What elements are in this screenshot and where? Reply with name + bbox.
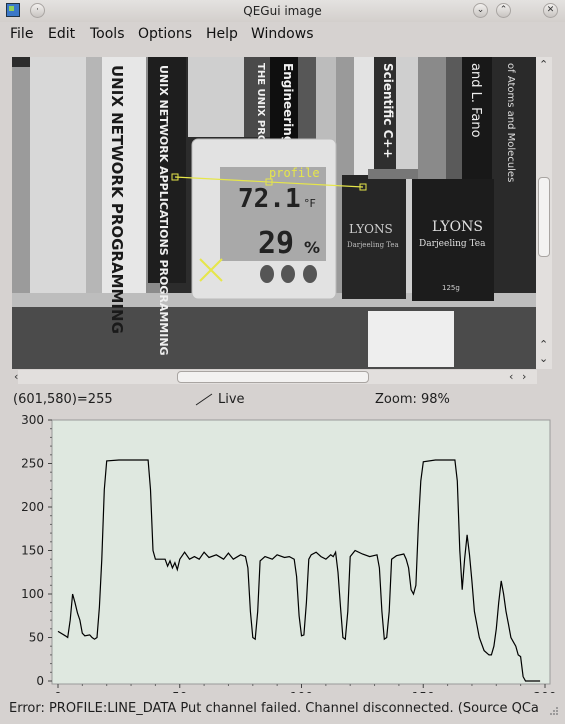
app-icon[interactable] [6, 3, 20, 17]
temp-reading: 72.1 [238, 184, 301, 214]
menu-windows[interactable]: Windows [251, 26, 314, 42]
resize-grip-icon[interactable] [548, 705, 559, 716]
horizontal-scroll-thumb[interactable] [177, 371, 369, 383]
book-title-1: UNIX NETWORK PROGRAMMING [108, 65, 126, 334]
y-tick-label: 100 [21, 587, 44, 601]
menu-tools[interactable]: Tools [90, 26, 125, 42]
scroll-left-icon[interactable]: ‹ [14, 370, 19, 383]
mode-label: Live [218, 392, 245, 407]
close-button[interactable]: ✕ [543, 3, 558, 18]
x-tick-label: 50 [172, 690, 187, 693]
window-title: QEGui image [243, 4, 322, 18]
vertical-scroll-thumb[interactable] [538, 177, 550, 257]
book-title-5: Scientific C++ [381, 63, 395, 159]
zoom-label: Zoom: 98% [375, 392, 450, 407]
line-icon [194, 391, 214, 407]
x-tick-label: 200 [534, 690, 555, 693]
y-tick-label: 0 [36, 674, 44, 688]
scroll-left-icon-2[interactable]: ‹ [509, 370, 514, 383]
scroll-up-icon[interactable]: ⌃ [539, 58, 549, 71]
vertical-scrollbar[interactable]: ⌃ ⌃ ⌄ [536, 57, 552, 369]
y-tick-label: 300 [21, 413, 44, 427]
y-tick-label: 150 [21, 544, 44, 558]
camera-image[interactable]: UNIX NETWORK PROGRAMMING UNIX NETWORK AP… [12, 57, 536, 369]
y-tick-label: 50 [29, 631, 44, 645]
horizontal-scrollbar[interactable] [18, 370, 537, 384]
book-title-7: of Atoms and Molecules [505, 63, 516, 182]
image-view[interactable]: UNIX NETWORK PROGRAMMING UNIX NETWORK AP… [12, 57, 552, 369]
book-title-2: UNIX NETWORK APPLICATIONS PROGRAMMING [157, 65, 170, 356]
tea-sub-1: Darjeeling Tea [347, 241, 399, 249]
humidity-reading: 29 [258, 226, 294, 261]
profile-chart: 0 50 100 150 200 250 300 0 50 100 150 200 [10, 413, 556, 704]
x-tick-label: 100 [290, 690, 313, 693]
title-bar: · QEGui image ⌄ ⌃ ✕ [0, 0, 565, 22]
target-marker-icon[interactable] [199, 258, 223, 282]
tea-tins: LYONS Darjeeling Tea LYONS Darjeeling Te… [342, 169, 494, 301]
menu-options[interactable]: Options [138, 26, 193, 42]
menu-edit[interactable]: Edit [48, 26, 76, 42]
tea-label-2: LYONS [432, 219, 483, 235]
thermo-hygrometer: 72.1 °F 29 % [191, 138, 337, 300]
window-menu-button[interactable]: · [30, 3, 45, 18]
scroll-down-icon[interactable]: ⌄ [539, 352, 549, 365]
status-line: (601,580)=255 Live Zoom: 98% [0, 390, 565, 410]
profile-label: profile [269, 166, 320, 180]
maximize-button[interactable]: ⌃ [496, 3, 511, 18]
menu-bar: File Edit Tools Options Help Windows [0, 22, 565, 46]
plot-area [51, 419, 551, 685]
profile-line-overlay[interactable]: profile [171, 166, 367, 191]
humidity-unit: % [304, 238, 320, 257]
error-status-bar: Error: PROFILE:LINE_DATA Put channel fai… [0, 699, 565, 719]
error-message: Error: PROFILE:LINE_DATA Put channel fai… [9, 701, 539, 716]
book-title-3: THE UNIX PROGRAMMING [255, 63, 266, 207]
scroll-right-icon[interactable]: › [522, 370, 527, 383]
scroll-down-up-icon[interactable]: ⌃ [539, 338, 549, 351]
temp-unit: °F [304, 197, 316, 210]
tea-label-1: LYONS [349, 222, 393, 236]
profile-chart-svg: 0 50 100 150 200 250 300 0 50 100 150 200 [21, 413, 556, 704]
x-tick-label: 0 [54, 690, 62, 693]
profile-series-line [57, 459, 541, 682]
sticky-note [368, 311, 454, 367]
tea-sub-2: Darjeeling Tea [419, 239, 486, 249]
menu-help[interactable]: Help [206, 26, 238, 42]
pixel-readout: (601,580)=255 [13, 392, 113, 407]
y-tick-label: 200 [21, 500, 44, 514]
menu-file[interactable]: File [10, 26, 34, 42]
minimize-button[interactable]: ⌄ [473, 3, 488, 18]
x-tick-label: 150 [412, 690, 435, 693]
tea-weight: 125g [442, 284, 460, 292]
y-tick-label: 250 [21, 457, 44, 471]
book-title-6: and L. Fano [468, 63, 483, 138]
